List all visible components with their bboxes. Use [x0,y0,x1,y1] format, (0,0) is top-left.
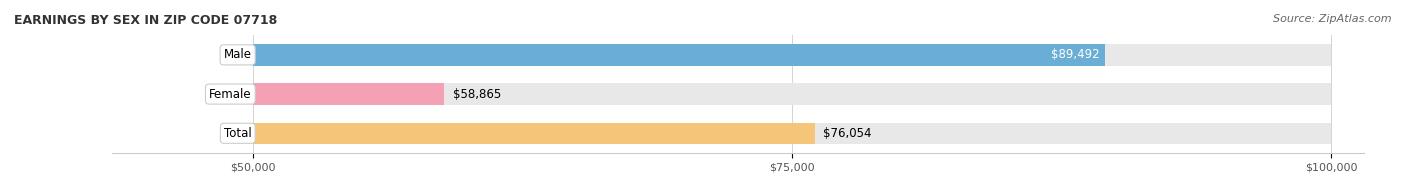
Bar [253,44,1105,66]
Bar [253,83,444,105]
Text: $58,865: $58,865 [453,88,501,101]
Text: Female: Female [209,88,252,101]
Text: $76,054: $76,054 [824,127,872,140]
Text: Source: ZipAtlas.com: Source: ZipAtlas.com [1274,14,1392,24]
Text: Total: Total [224,127,252,140]
Bar [253,122,815,144]
Bar [253,83,1331,105]
Bar [253,122,1331,144]
Text: EARNINGS BY SEX IN ZIP CODE 07718: EARNINGS BY SEX IN ZIP CODE 07718 [14,14,277,27]
Text: $89,492: $89,492 [1050,48,1099,61]
Text: Male: Male [224,48,252,61]
Bar [253,44,1331,66]
